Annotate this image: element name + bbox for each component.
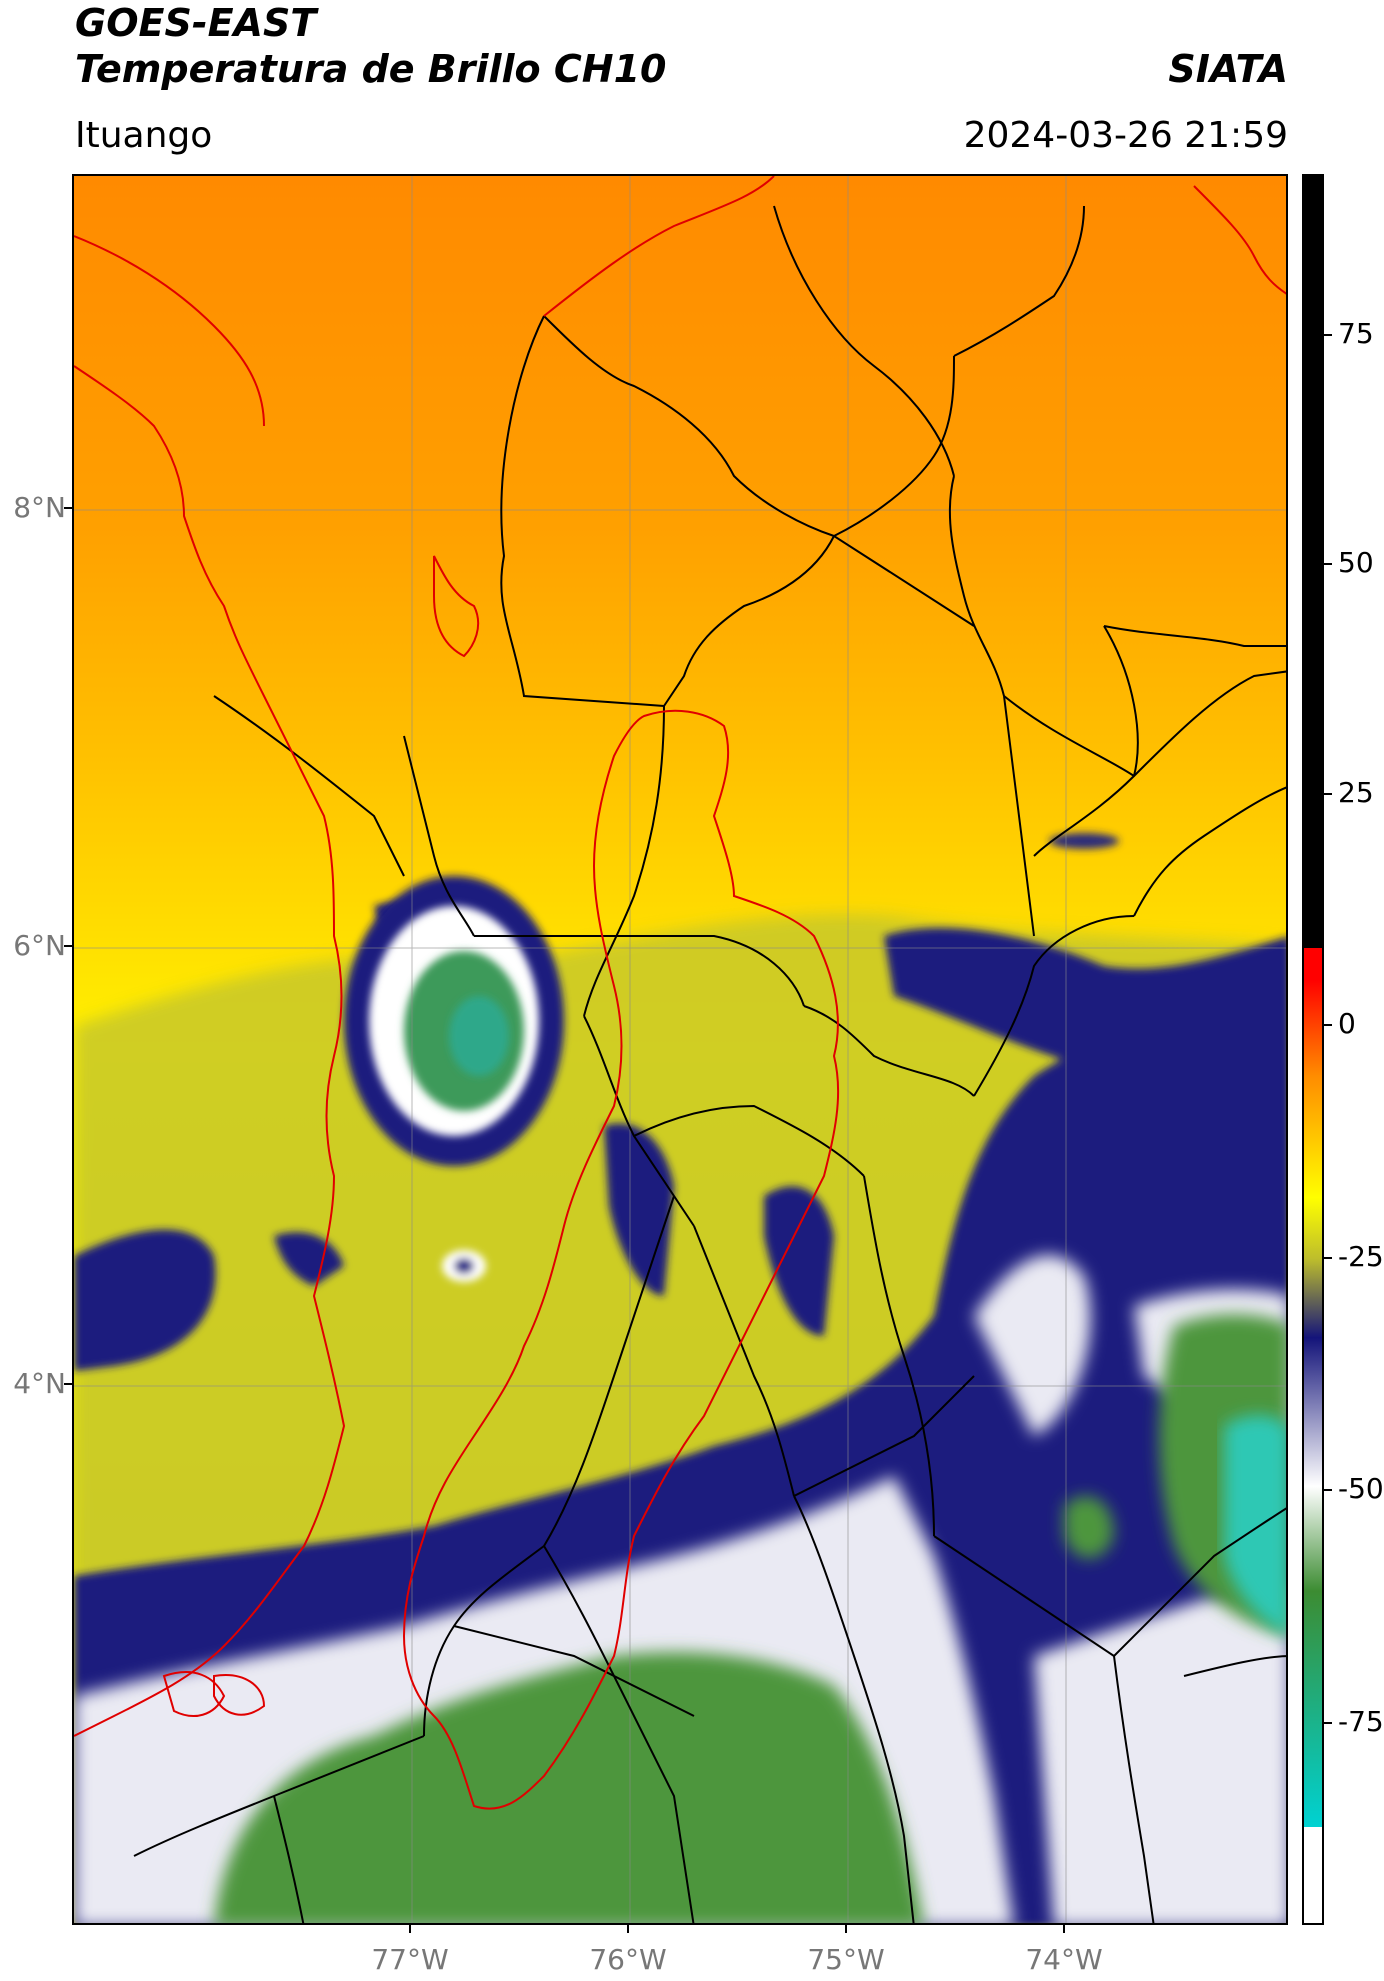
product-title: Temperatura de Brillo CH10: [75, 47, 667, 91]
lon-tick-76w: [627, 1925, 629, 1933]
admin-boundaries: [133, 205, 1286, 1923]
cbar-label-25: 25: [1338, 776, 1374, 809]
map-canvas: [74, 176, 1286, 1923]
cbar-tick-25: [1324, 793, 1332, 795]
cbar-tick-m25: [1324, 1257, 1332, 1259]
storm-cell: [344, 876, 564, 1166]
lon-tick-75w: [845, 1925, 847, 1933]
datetime-label: 2024-03-26 21:59: [963, 115, 1288, 156]
cbar-tick-m75: [1324, 1722, 1332, 1724]
lon-label-77w: 77°W: [371, 1943, 449, 1976]
temperature-colorbar: [1302, 174, 1324, 1925]
lat-tick-4n: [64, 1383, 72, 1385]
lon-label-76w: 76°W: [589, 1943, 667, 1976]
lat-tick-8n: [64, 507, 72, 509]
lat-tick-6n: [64, 945, 72, 947]
cbar-label-0: 0: [1338, 1007, 1356, 1040]
cbar-label-m25: -25: [1338, 1240, 1384, 1273]
lon-label-74w: 74°W: [1025, 1943, 1103, 1976]
cbar-label-50: 50: [1338, 546, 1374, 579]
cbar-label-m50: -50: [1338, 1472, 1384, 1505]
cbar-tick-75: [1324, 334, 1332, 336]
lon-label-75w: 75°W: [807, 1943, 885, 1976]
lat-label-4n: 4°N: [13, 1367, 66, 1400]
cbar-tick-m50: [1324, 1489, 1332, 1491]
cbar-tick-50: [1324, 563, 1332, 565]
lat-label-8n: 8°N: [13, 491, 66, 524]
lon-tick-74w: [1063, 1925, 1065, 1933]
cbar-label-75: 75: [1338, 317, 1374, 350]
satellite-title: GOES-EAST: [75, 1, 317, 45]
lon-tick-77w: [409, 1925, 411, 1933]
lat-label-6n: 6°N: [13, 929, 66, 962]
cyan-core: [1224, 1415, 1286, 1635]
cbar-label-m75: -75: [1338, 1705, 1384, 1738]
location-label: Ituango: [75, 115, 213, 156]
cbar-tick-0: [1324, 1024, 1332, 1026]
organization-label: SIATA: [1168, 47, 1288, 91]
satellite-map: [72, 174, 1288, 1925]
coastline-and-basin: [74, 176, 1286, 1810]
